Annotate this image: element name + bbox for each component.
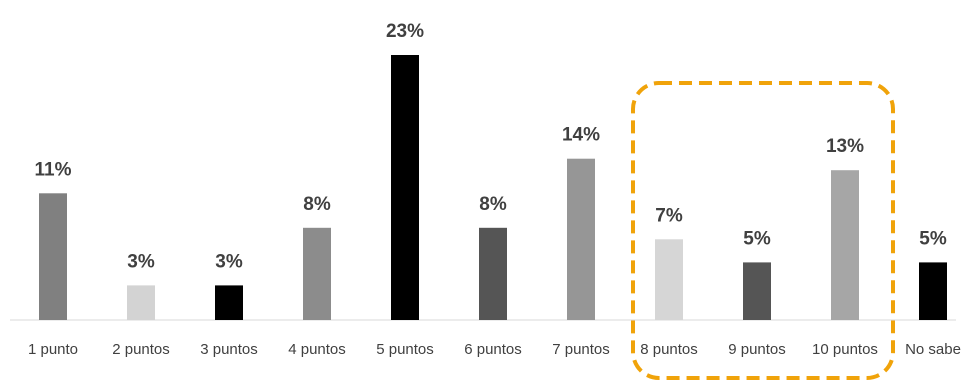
data-label-no-sabe: 5% <box>919 228 947 249</box>
bar-9-puntos <box>743 262 771 320</box>
data-label-10-puntos: 13% <box>826 136 864 157</box>
bar-1-punto <box>39 193 67 320</box>
tick-label-5-puntos: 5 puntos <box>376 341 434 358</box>
bar-6-puntos <box>479 227 507 320</box>
tick-label-8-puntos: 8 puntos <box>640 341 698 358</box>
tick-label-7-puntos: 7 puntos <box>552 341 610 358</box>
tick-label-no-sabe: No sabe <box>905 341 961 358</box>
tick-label-2-puntos: 2 puntos <box>112 341 170 358</box>
bar-5-puntos <box>391 55 419 320</box>
data-label-7-puntos: 14% <box>562 125 600 146</box>
data-label-5-puntos: 23% <box>386 21 424 42</box>
tick-label-10-puntos: 10 puntos <box>812 341 878 358</box>
data-label-2-puntos: 3% <box>127 251 155 272</box>
tick-label-4-puntos: 4 puntos <box>288 341 346 358</box>
data-label-3-puntos: 3% <box>215 251 243 272</box>
bar-no-sabe <box>919 262 947 320</box>
bar-10-puntos <box>831 170 859 320</box>
bar-3-puntos <box>215 285 243 320</box>
data-label-8-puntos: 7% <box>655 205 683 226</box>
bar-7-puntos <box>567 158 595 320</box>
data-label-9-puntos: 5% <box>743 228 771 249</box>
tick-label-1-punto: 1 punto <box>28 341 78 358</box>
highlight-box <box>631 81 895 380</box>
data-label-4-puntos: 8% <box>303 194 331 215</box>
bar-2-puntos <box>127 285 155 320</box>
bar-4-puntos <box>303 227 331 320</box>
bar-8-puntos <box>655 239 683 320</box>
tick-label-6-puntos: 6 puntos <box>464 341 522 358</box>
data-label-1-punto: 11% <box>35 159 72 180</box>
tick-label-3-puntos: 3 puntos <box>200 341 258 358</box>
data-label-6-puntos: 8% <box>479 194 507 215</box>
tick-label-9-puntos: 9 puntos <box>728 341 786 358</box>
